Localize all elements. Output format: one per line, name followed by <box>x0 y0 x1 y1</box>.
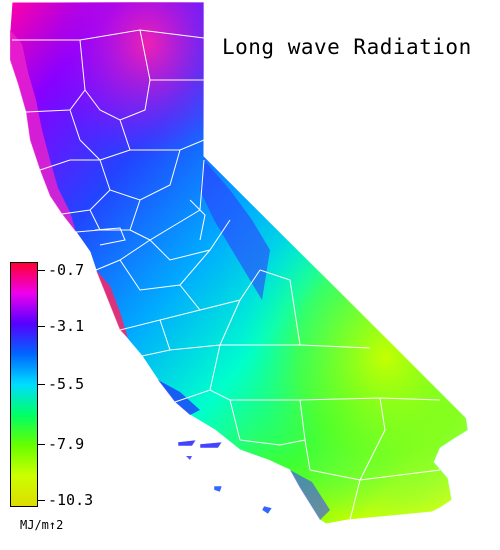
legend-color-bar <box>10 262 38 507</box>
legend-label: -5.5 <box>48 375 85 393</box>
legend-tick <box>37 500 45 501</box>
legend-label: -7.9 <box>48 435 85 453</box>
county-boundaries <box>12 29 441 521</box>
legend-tick <box>37 326 45 327</box>
map-title: Long wave Radiation <box>222 35 472 59</box>
legend-label-max: -0.7 <box>48 261 85 279</box>
legend-tick <box>37 270 45 271</box>
sierra-nevada-band <box>200 160 270 300</box>
channel-islands <box>177 439 273 515</box>
legend-label: -3.1 <box>48 317 85 335</box>
legend-unit: MJ/m↑2 <box>20 518 64 532</box>
coastal-band <box>10 30 330 520</box>
legend-tick <box>37 384 45 385</box>
color-legend: -0.7 -3.1 -5.5 -7.9 -10.3 <box>10 262 100 512</box>
legend-label-min: -10.3 <box>48 491 94 509</box>
legend-tick <box>37 444 45 445</box>
